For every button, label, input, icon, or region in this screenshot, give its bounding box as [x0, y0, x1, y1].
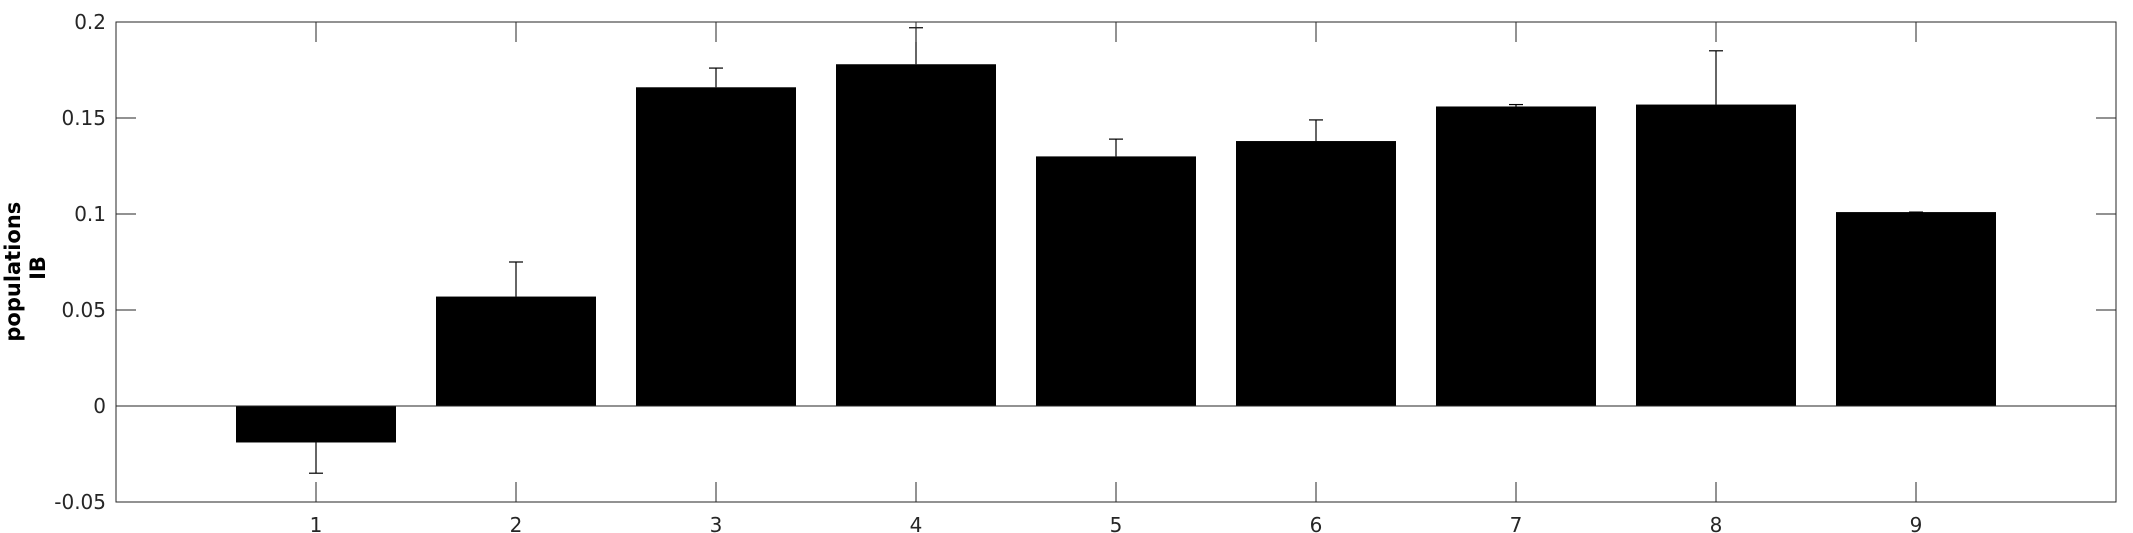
bar-8: [1636, 104, 1796, 406]
bar-1: [236, 406, 396, 443]
x-tick-label-8: 8: [1710, 513, 1723, 533]
bar-6: [1236, 141, 1396, 407]
x-tick-label-5: 5: [1110, 513, 1123, 533]
y-axis-label: populations IB: [1, 194, 50, 341]
y-tick-label-3: 0.1: [74, 202, 106, 226]
bar-4: [836, 64, 996, 407]
x-tick-label-3: 3: [710, 513, 723, 533]
x-tick-label-2: 2: [510, 513, 523, 533]
y-tick-labels: -0.05 0 0.05 0.1 0.15 0.2: [54, 10, 106, 514]
y-tick-label-4: 0.15: [61, 106, 106, 130]
y-tick-label-5: 0.2: [74, 10, 106, 34]
x-tick-label-6: 6: [1310, 513, 1323, 533]
bars-group: [236, 64, 1996, 443]
y-axis-label-line-2: IB: [26, 256, 50, 280]
bar-2: [436, 296, 596, 406]
y-tick-label-1: 0: [93, 394, 106, 418]
x-tick-label-7: 7: [1510, 513, 1523, 533]
x-tick-labels: 1 2 3 4 5 6 7 8 9: [310, 513, 1923, 533]
bar-7: [1436, 106, 1596, 406]
x-tick-label-4: 4: [910, 513, 923, 533]
y-axis-label-line-1: populations: [1, 202, 25, 342]
error-bars-group: [309, 27, 1923, 474]
y-tick-label-0: -0.05: [54, 490, 106, 514]
x-tick-label-9: 9: [1910, 513, 1923, 533]
y-tick-label-2: 0.05: [61, 298, 106, 322]
bar-5: [1036, 156, 1196, 406]
bar-3: [636, 87, 796, 406]
x-tick-label-1: 1: [310, 513, 323, 533]
bar-9: [1836, 212, 1996, 406]
ticks-group: [116, 21, 2116, 503]
